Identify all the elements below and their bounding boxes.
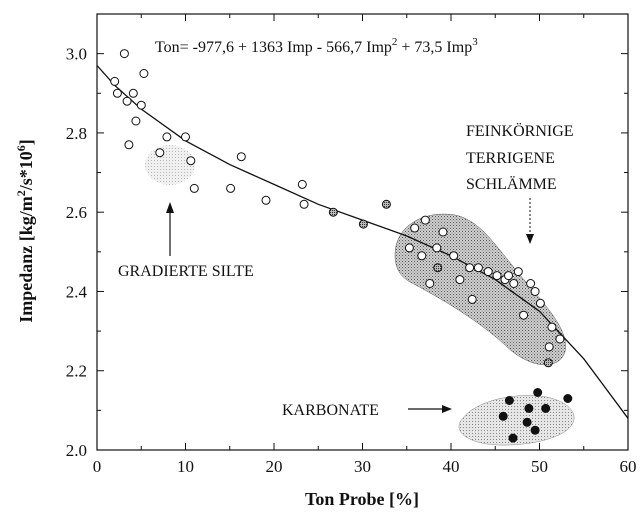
- data-point-open-circle: [530, 287, 540, 296]
- x-tick-label: 10: [177, 457, 194, 476]
- data-point-filled-circle: [504, 396, 514, 405]
- annotation-schlaemme: SCHLÄMME: [466, 175, 557, 193]
- axes: [96, 13, 629, 451]
- arrowhead-gradierte: [166, 202, 174, 213]
- y-tick-label: 2.2: [66, 362, 87, 381]
- data-point-hatched-circle: [543, 358, 553, 368]
- y-tick-label: 3.0: [66, 45, 87, 64]
- data-point-open-circle: [544, 342, 554, 352]
- fit-curve-layer: [96, 65, 629, 419]
- data-point-open-circle: [547, 322, 557, 332]
- data-point-hatched-circle: [433, 263, 443, 273]
- data-point-hatched-circle: [358, 219, 368, 229]
- data-point-open-circle: [124, 140, 134, 150]
- data-point-open-circle: [119, 49, 129, 59]
- data-point-open-circle: [136, 100, 146, 110]
- data-point-open-circle: [128, 88, 138, 98]
- data-point-open-circle: [189, 183, 199, 193]
- data-point-open-circle: [226, 183, 236, 193]
- data-point-filled-circle: [563, 394, 573, 403]
- x-axis-title: Ton Probe [%]: [305, 489, 419, 509]
- data-point-open-circle: [425, 279, 435, 288]
- arrowhead-feinkoernige: [526, 234, 534, 244]
- x-tick-label: 40: [443, 457, 460, 476]
- x-tick-label: 20: [266, 457, 283, 476]
- annotation-karbonate: KARBONATE: [282, 402, 379, 419]
- data-point-open-circle: [417, 251, 427, 261]
- data-point-filled-circle: [541, 403, 551, 413]
- data-point-filled-circle: [524, 403, 534, 413]
- data-point-open-circle: [181, 132, 190, 142]
- annotation-terrigene: TERRIGENE: [466, 150, 555, 167]
- data-point-filled-circle: [508, 433, 518, 443]
- data-point-open-circle: [162, 132, 172, 142]
- data-point-filled-circle: [498, 411, 508, 421]
- data-points: [110, 49, 573, 443]
- data-point-filled-circle: [533, 388, 543, 397]
- x-tick-label: 50: [531, 457, 548, 476]
- data-point-open-circle: [509, 279, 519, 288]
- data-point-open-circle: [504, 271, 513, 281]
- x-tick-label: 30: [354, 457, 371, 476]
- data-point-hatched-circle: [381, 199, 391, 209]
- plot-frame: [96, 13, 629, 451]
- data-point-open-circle: [465, 263, 475, 273]
- data-point-open-circle: [420, 215, 430, 225]
- data-point-open-circle: [449, 251, 459, 261]
- annotation-gradierte-silte: GRADIERTE SILTE: [118, 263, 254, 280]
- arrowhead-karbonate: [442, 405, 452, 413]
- data-point-open-circle: [492, 271, 502, 281]
- fit-curve: [96, 65, 629, 419]
- data-point-open-circle: [110, 76, 120, 86]
- y-tick-label: 2.0: [66, 441, 87, 460]
- data-point-hatched-circle: [328, 207, 338, 217]
- data-point-open-circle: [513, 267, 523, 277]
- data-point-open-circle: [555, 334, 565, 344]
- data-point-open-circle: [139, 69, 149, 78]
- data-point-open-circle: [519, 310, 529, 320]
- data-point-open-circle: [299, 199, 309, 209]
- data-point-open-circle: [236, 152, 246, 162]
- x-tick-label: 60: [620, 457, 637, 476]
- tick-labels: 0 10 20 30 40 50 60 2.0 2.2 2.4 2.6 2.8 3.0: [66, 45, 637, 476]
- data-point-open-circle: [404, 243, 414, 253]
- data-point-open-circle: [526, 279, 536, 288]
- data-point-open-circle: [297, 179, 307, 189]
- data-point-open-circle: [186, 156, 196, 166]
- data-point-open-circle: [131, 116, 141, 126]
- data-point-open-circle: [155, 148, 165, 158]
- data-point-open-circle: [455, 275, 465, 285]
- y-tick-label: 2.6: [66, 203, 87, 222]
- region-feinkoernige: [394, 213, 566, 366]
- data-point-open-circle: [473, 263, 483, 273]
- data-point-open-circle: [438, 227, 448, 237]
- data-point-open-circle: [432, 243, 442, 253]
- data-point-open-circle: [112, 88, 122, 98]
- data-point-filled-circle: [522, 417, 532, 427]
- y-axis-title: Impedanz [kg/m2/s*106]: [14, 139, 36, 323]
- data-point-open-circle: [261, 195, 271, 205]
- data-point-open-circle: [483, 267, 493, 277]
- data-point-open-circle: [467, 294, 477, 304]
- region-gradierte-shade: [145, 145, 195, 185]
- fit-equation: Ton= -977,6 + 1363 Imp - 566,7 Imp2 + 73…: [155, 36, 478, 56]
- data-point-open-circle: [410, 223, 420, 233]
- x-tick-label: 0: [93, 457, 102, 476]
- data-point-filled-circle: [530, 425, 540, 435]
- y-tick-label: 2.4: [66, 282, 88, 301]
- data-point-open-circle: [535, 298, 545, 308]
- data-point-open-circle: [122, 96, 132, 106]
- annotation-feinkoernige: FEINKÖRNIGE: [466, 122, 574, 140]
- y-tick-label: 2.8: [66, 124, 87, 143]
